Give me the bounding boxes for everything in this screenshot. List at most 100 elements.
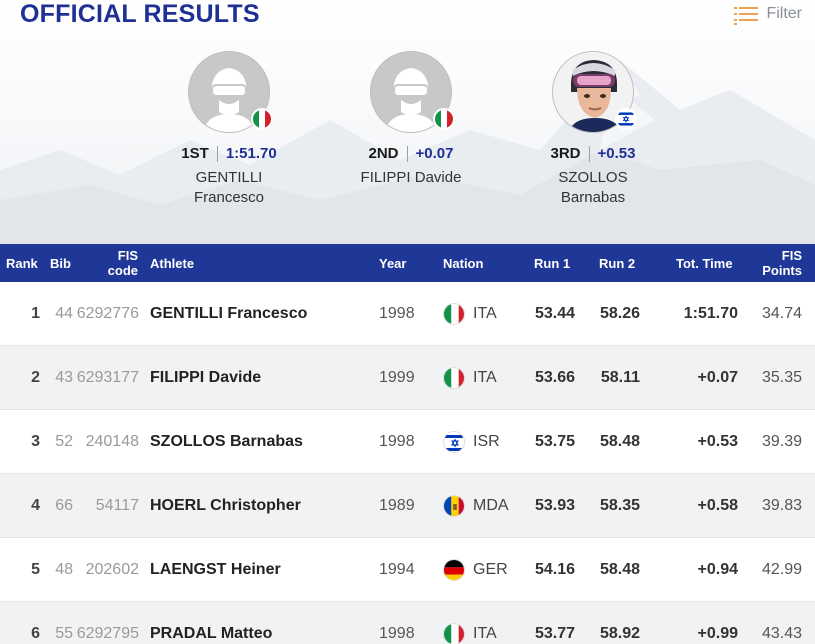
- year-cell: 1998: [379, 624, 415, 642]
- podium-athlete-first: Francesco: [193, 189, 265, 206]
- table-row[interactable]: 3 52 240148 SZOLLOS Barnabas 1998 ISR 53.75 58.…: [0, 410, 815, 474]
- table-row[interactable]: 2 43 6293177 FILIPPI Davide 1999 ITA 53.66 58.1…: [0, 346, 815, 410]
- col-run2[interactable]: Run 2: [599, 255, 636, 271]
- athlete-name-cell[interactable]: PRADAL Matteo: [150, 624, 273, 642]
- total-time-cell: +0.99: [697, 624, 738, 642]
- podium-place: 1ST: [181, 145, 209, 162]
- placeholder-skier-icon: [371, 52, 451, 132]
- podium-athlete-last: SZOLLOS: [558, 169, 628, 186]
- run1-cell: 54.16: [534, 560, 575, 578]
- fis-code-cell: 240148: [85, 432, 139, 450]
- col-athlete[interactable]: Athlete: [150, 255, 195, 271]
- bib-cell: 55: [55, 624, 73, 642]
- fis-code-cell: 6292795: [76, 624, 139, 642]
- run2-cell: 58.92: [599, 624, 640, 642]
- bib-cell: 44: [55, 304, 73, 322]
- total-time-cell: +0.53: [697, 432, 738, 450]
- total-time-cell: +0.94: [697, 560, 738, 578]
- year-cell: 1998: [379, 432, 415, 450]
- nation-code: ITA: [473, 624, 497, 642]
- podium-place: 2ND: [368, 145, 399, 162]
- run1-cell: 53.75: [534, 432, 575, 450]
- podium-time: 1:51.70: [225, 145, 277, 162]
- nation-code: ISR: [473, 432, 500, 450]
- fis-code-cell: 54117: [95, 496, 139, 514]
- bib-cell: 48: [55, 560, 73, 578]
- fis-points-cell: 35.35: [761, 368, 802, 386]
- fis-points-cell: 43.43: [761, 624, 802, 642]
- athlete-name-cell[interactable]: SZOLLOS Barnabas: [150, 432, 303, 450]
- fis-points-cell: 34.74: [761, 304, 802, 322]
- athlete-name-cell[interactable]: HOERL Christopher: [150, 496, 301, 514]
- run1-cell: 53.66: [534, 368, 575, 386]
- filter-label: Filter: [766, 5, 802, 22]
- col-fis-points[interactable]: FIS Points: [750, 244, 802, 282]
- nation-cell: ISR: [443, 410, 500, 473]
- nation-code: GER: [473, 560, 508, 578]
- bib-cell: 43: [55, 368, 73, 386]
- podium-athlete-name: FILIPPI Davide: [360, 169, 462, 186]
- col-fis-points-line1: FIS: [781, 248, 802, 263]
- run2-cell: 58.48: [599, 560, 640, 578]
- flag-italy-icon: [443, 302, 465, 325]
- athlete-name-cell[interactable]: FILIPPI Davide: [150, 368, 262, 386]
- flag-germany-icon: [443, 558, 465, 581]
- col-nation[interactable]: Nation: [443, 255, 484, 271]
- podium-third[interactable]: 3RD +0.53 SZOLLOS Barnabas: [513, 51, 673, 208]
- bib-cell: 52: [55, 432, 73, 450]
- athlete-photo-icon: [553, 52, 633, 132]
- podium-athlete-last: GENTILLI: [195, 169, 263, 186]
- podium-time: +0.53: [597, 145, 636, 162]
- athlete-avatar: [188, 51, 273, 133]
- table-row[interactable]: 1 44 6292776 GENTILLI Francesco 1998 ITA 53.44…: [0, 282, 815, 346]
- list-filter-icon: [734, 4, 759, 25]
- table-row[interactable]: 6 55 6292795 PRADAL Matteo 1998 ITA 53.77 58.92…: [0, 602, 815, 644]
- year-cell: 1989: [379, 496, 415, 514]
- podium-first[interactable]: 1ST 1:51.70 GENTILLI Francesco: [149, 51, 309, 208]
- col-fis-points-line2: Points: [762, 263, 802, 278]
- flag-israel-icon: [615, 108, 637, 130]
- athlete-name-cell[interactable]: LAENGST Heiner: [150, 560, 281, 578]
- rank-cell: 1: [31, 304, 40, 322]
- col-fis-code-line2: code: [107, 263, 138, 278]
- podium-place: 3RD: [550, 145, 581, 162]
- podium-result: 1ST 1:51.70: [149, 145, 309, 162]
- rank-cell: 3: [31, 432, 40, 450]
- total-time-cell: +0.58: [697, 496, 738, 514]
- podium-athlete-first: Barnabas: [560, 189, 626, 206]
- fis-points-cell: 39.83: [761, 496, 802, 514]
- nation-cell: ITA: [443, 282, 497, 345]
- podium-second[interactable]: 2ND +0.07 FILIPPI Davide: [331, 51, 491, 188]
- col-bib[interactable]: Bib: [50, 255, 71, 271]
- col-fis-code-line1: FIS: [117, 248, 138, 263]
- athlete-name-cell[interactable]: GENTILLI Francesco: [150, 304, 308, 322]
- placeholder-skier-icon: [189, 52, 269, 132]
- nation-code: ITA: [473, 304, 497, 322]
- fis-code-cell: 202602: [85, 560, 139, 578]
- year-cell: 1994: [379, 560, 415, 578]
- col-rank[interactable]: Rank: [6, 255, 38, 271]
- col-year[interactable]: Year: [379, 255, 407, 271]
- table-row[interactable]: 4 66 54117 HOERL Christopher 1989 MDA 53.93 58.…: [0, 474, 815, 538]
- flag-italy-icon: [443, 622, 465, 644]
- filter-button[interactable]: Filter: [734, 4, 802, 25]
- athlete-avatar: [552, 51, 637, 133]
- run2-cell: 58.35: [599, 496, 640, 514]
- year-cell: 1998: [379, 304, 415, 322]
- col-fis-code[interactable]: FIS code: [90, 244, 138, 282]
- nation-cell: MDA: [443, 474, 509, 537]
- bib-cell: 66: [55, 496, 73, 514]
- col-run1[interactable]: Run 1: [534, 255, 571, 271]
- table-row[interactable]: 5 48 202602 LAENGST Heiner 1994 GER 54.16 58.48…: [0, 538, 815, 602]
- rank-cell: 4: [31, 496, 40, 514]
- run1-cell: 53.93: [534, 496, 575, 514]
- nation-code: MDA: [473, 496, 509, 514]
- podium-result: 3RD +0.53: [513, 145, 673, 162]
- nation-cell: ITA: [443, 602, 497, 644]
- run2-cell: 58.11: [600, 368, 640, 386]
- fis-points-cell: 39.39: [761, 432, 802, 450]
- page-title: OFFICIAL RESULTS: [20, 0, 260, 28]
- col-tot-time[interactable]: Tot. Time: [676, 255, 733, 271]
- rank-cell: 2: [31, 368, 40, 386]
- run2-cell: 58.48: [599, 432, 640, 450]
